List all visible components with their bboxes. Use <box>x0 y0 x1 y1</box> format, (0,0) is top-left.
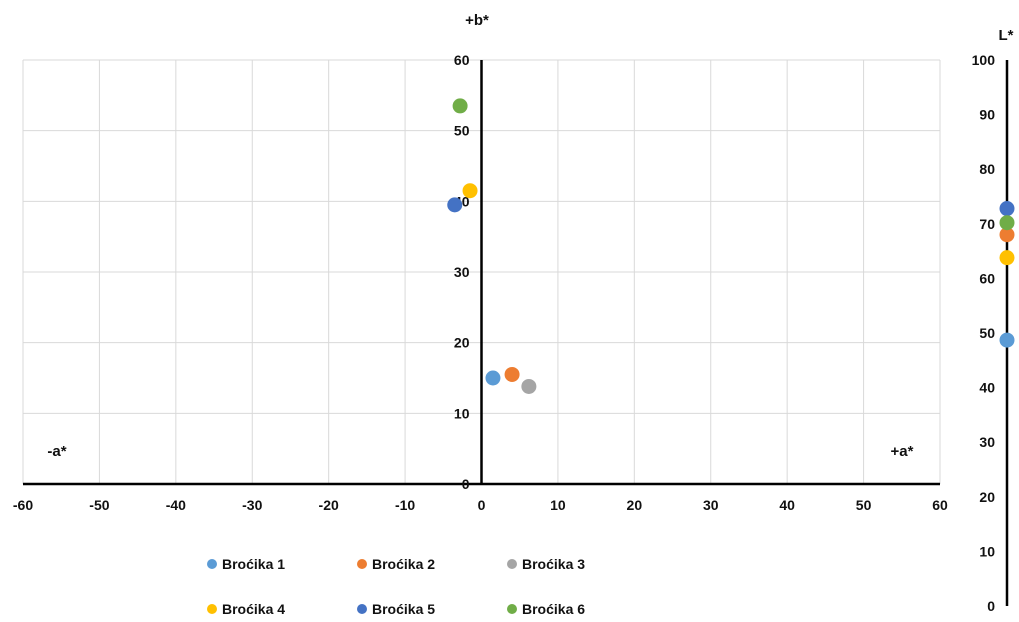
l-tick-label: 90 <box>979 107 995 123</box>
legend-marker <box>207 604 217 614</box>
x-tick-label: -30 <box>242 497 262 513</box>
y-tick-label: 30 <box>454 264 470 280</box>
x-tick-label: 10 <box>550 497 566 513</box>
l-point <box>999 332 1015 348</box>
ab-x-tick-labels: -60 -50 -40 -30 -20 -10 0 10 20 30 40 50 60 <box>13 497 948 513</box>
y-tick-label: 0 <box>462 476 470 492</box>
l-tick-label: 60 <box>979 270 995 286</box>
legend-marker <box>357 559 367 569</box>
l-point <box>999 201 1015 217</box>
l-data-points <box>999 201 1015 348</box>
x-tick-label: 40 <box>779 497 795 513</box>
legend-item: Broćika 1 <box>207 556 285 572</box>
x-tick-label: 20 <box>627 497 643 513</box>
y-tick-label: 20 <box>454 335 470 351</box>
l-tick-label: 70 <box>979 216 995 232</box>
x-tick-label: 30 <box>703 497 719 513</box>
legend-item: Broćika 6 <box>507 601 585 617</box>
negative-a-axis-title: -a* <box>47 443 66 460</box>
legend-label: Broćika 6 <box>522 601 585 617</box>
l-tick-label: 0 <box>987 598 995 614</box>
ab-point <box>462 183 478 199</box>
ab-point <box>521 378 537 394</box>
ab-data-points <box>447 98 537 394</box>
legend: Broćika 1 Broćika 2 Broćika 3 Broćika 4 Broć… <box>207 556 585 617</box>
legend-marker <box>507 559 517 569</box>
legend-marker <box>357 604 367 614</box>
x-tick-label: -10 <box>395 497 415 513</box>
l-tick-labels: 0 10 20 30 40 50 60 70 80 90 100 <box>972 52 996 614</box>
l-tick-label: 80 <box>979 161 995 177</box>
ab-point <box>452 98 468 114</box>
x-tick-label: -20 <box>319 497 339 513</box>
l-axis-title: L* <box>999 27 1014 44</box>
legend-item: Broćika 3 <box>507 556 585 572</box>
legend-label: Broćika 1 <box>222 556 285 572</box>
positive-a-axis-title: +a* <box>891 443 914 460</box>
legend-item: Broćika 4 <box>207 601 285 617</box>
legend-marker <box>507 604 517 614</box>
x-tick-label: -40 <box>166 497 186 513</box>
l-point <box>999 227 1015 243</box>
legend-label: Broćika 4 <box>222 601 285 617</box>
legend-label: Broćika 5 <box>372 601 435 617</box>
ab-point <box>447 197 463 213</box>
legend-item: Broćika 5 <box>357 601 435 617</box>
ab-point <box>504 366 520 382</box>
y-tick-label: 60 <box>454 52 470 68</box>
y-tick-label: 10 <box>454 405 470 421</box>
legend-marker <box>207 559 217 569</box>
l-tick-label: 10 <box>979 543 995 559</box>
b-axis-title: +b* <box>465 12 489 29</box>
l-point <box>999 250 1015 266</box>
l-tick-label: 50 <box>979 325 995 341</box>
legend-label: Broćika 3 <box>522 556 585 572</box>
legend-item: Broćika 2 <box>357 556 435 572</box>
legend-label: Broćika 2 <box>372 556 435 572</box>
l-tick-label: 40 <box>979 380 995 396</box>
x-tick-label: -50 <box>89 497 109 513</box>
x-tick-label: -60 <box>13 497 33 513</box>
y-tick-label: 50 <box>454 123 470 139</box>
x-tick-label: 0 <box>478 497 486 513</box>
x-tick-label: 50 <box>856 497 872 513</box>
l-tick-label: 20 <box>979 489 995 505</box>
l-point <box>999 215 1015 231</box>
l-tick-label: 100 <box>972 52 996 68</box>
x-tick-label: 60 <box>932 497 948 513</box>
l-tick-label: 30 <box>979 434 995 450</box>
ab-axes <box>23 60 940 486</box>
ab-point <box>485 370 501 386</box>
